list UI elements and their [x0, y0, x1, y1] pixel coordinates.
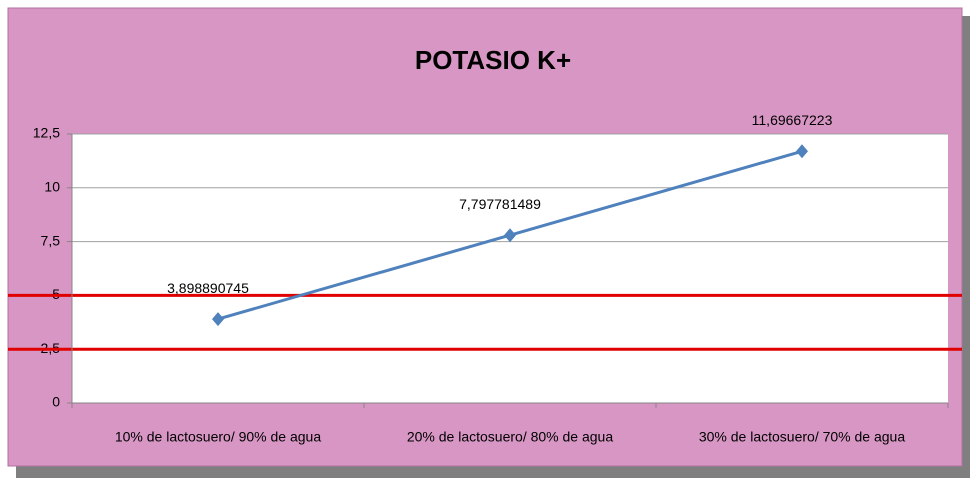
x-tick-label: 10% de lactosuero/ 90% de agua [115, 429, 321, 445]
chart-title: POTASIO K+ [415, 45, 571, 75]
plot-area [72, 134, 948, 403]
y-tick-label: 12,5 [33, 125, 60, 141]
x-tick-label: 30% de lactosuero/ 70% de agua [699, 429, 905, 445]
marker [796, 144, 808, 159]
y-tick-label: 0 [52, 394, 60, 410]
data-label: 7,797781489 [459, 196, 541, 212]
y-tick-label: 10 [44, 179, 60, 195]
marker [504, 228, 516, 243]
y-tick-label: 7,5 [41, 232, 61, 248]
data-label: 3,898890745 [167, 280, 249, 296]
x-tick-label: 20% de lactosuero/ 80% de agua [407, 429, 613, 445]
data-label: 11,69667223 [752, 112, 833, 128]
marker [212, 312, 224, 327]
